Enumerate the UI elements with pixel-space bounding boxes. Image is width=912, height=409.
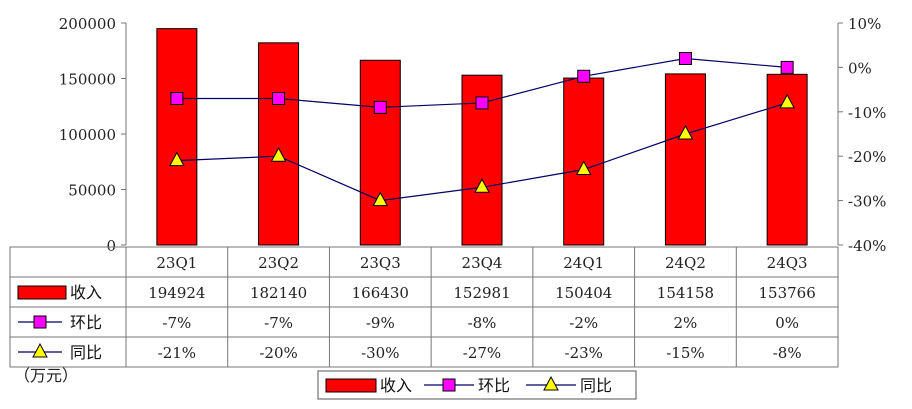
left-tick-label: 0 bbox=[106, 237, 116, 255]
bar-revenue bbox=[664, 73, 706, 246]
data-label-yoy: -15% bbox=[666, 344, 704, 362]
point-mom bbox=[678, 52, 692, 66]
x-tick-label: 23Q2 bbox=[258, 254, 299, 272]
table-key-revenue bbox=[17, 285, 67, 300]
right-tick-label: 10% bbox=[848, 15, 881, 33]
x-tick-label: 24Q2 bbox=[665, 254, 706, 272]
data-label-yoy: -23% bbox=[565, 344, 603, 362]
data-label-yoy: -21% bbox=[158, 344, 196, 362]
bar-revenue bbox=[359, 59, 401, 246]
data-label-revenue: 152981 bbox=[453, 284, 510, 302]
right-tick-label: -30% bbox=[848, 193, 886, 211]
table-key-mom-marker bbox=[33, 315, 47, 329]
left-tick-label: 200000 bbox=[59, 15, 116, 33]
data-label-mom: -7% bbox=[162, 314, 191, 332]
unit-label: （万元） bbox=[14, 366, 79, 385]
x-tick-label: 24Q1 bbox=[563, 254, 604, 272]
bar-revenue bbox=[156, 28, 198, 246]
bar-revenue bbox=[258, 42, 300, 246]
point-mom bbox=[272, 91, 286, 105]
data-label-yoy: -8% bbox=[773, 344, 802, 362]
legend-label-revenue: 收入 bbox=[380, 376, 412, 395]
data-label-mom: 0% bbox=[775, 314, 799, 332]
point-mom bbox=[373, 100, 387, 114]
legend-label-mom: 环比 bbox=[478, 376, 510, 395]
legend-key-revenue bbox=[325, 378, 377, 393]
x-tick-label: 23Q4 bbox=[462, 254, 503, 272]
data-label-mom: -2% bbox=[569, 314, 598, 332]
point-yoy bbox=[474, 178, 490, 193]
point-yoy bbox=[169, 151, 185, 167]
data-label-mom: -8% bbox=[468, 314, 497, 332]
data-label-mom: 2% bbox=[674, 314, 698, 332]
data-label-revenue: 182140 bbox=[250, 284, 307, 302]
point-yoy bbox=[575, 160, 592, 176]
data-label-mom: -7% bbox=[264, 314, 293, 332]
table-header-yoy: 同比 bbox=[70, 343, 102, 362]
point-mom bbox=[170, 91, 184, 105]
legend-label-yoy: 同比 bbox=[580, 376, 612, 395]
left-tick-label: 100000 bbox=[59, 126, 116, 144]
point-mom bbox=[577, 69, 591, 83]
x-tick-label: 23Q1 bbox=[156, 254, 197, 272]
data-label-revenue: 194924 bbox=[148, 284, 205, 302]
x-tick-label: 23Q3 bbox=[360, 254, 401, 272]
table-header-revenue: 收入 bbox=[70, 283, 102, 302]
data-label-yoy: -30% bbox=[361, 344, 399, 362]
data-label-mom: -9% bbox=[366, 314, 395, 332]
data-label-revenue: 153766 bbox=[759, 284, 816, 302]
left-tick-label: 150000 bbox=[59, 71, 116, 89]
right-tick-label: -10% bbox=[848, 104, 886, 122]
x-tick-label: 24Q3 bbox=[767, 254, 808, 272]
data-label-yoy: -27% bbox=[463, 344, 501, 362]
point-mom bbox=[475, 96, 489, 110]
table-header-mom: 环比 bbox=[70, 313, 102, 332]
legend-key-mom-marker bbox=[442, 378, 456, 392]
right-tick-label: -20% bbox=[848, 148, 886, 166]
right-tick-label: 0% bbox=[848, 59, 872, 77]
data-label-revenue: 154158 bbox=[657, 284, 714, 302]
data-label-revenue: 166430 bbox=[352, 284, 409, 302]
point-mom bbox=[780, 60, 794, 74]
point-yoy bbox=[677, 124, 694, 140]
left-tick-label: 50000 bbox=[68, 182, 116, 200]
data-label-yoy: -20% bbox=[259, 344, 297, 362]
data-label-revenue: 150404 bbox=[555, 284, 612, 302]
right-tick-label: -40% bbox=[848, 237, 886, 255]
legend-key-yoy-marker bbox=[543, 375, 559, 391]
point-yoy bbox=[372, 191, 389, 207]
table-key-yoy-marker bbox=[32, 342, 48, 358]
point-yoy bbox=[270, 147, 287, 162]
point-yoy bbox=[779, 93, 795, 109]
